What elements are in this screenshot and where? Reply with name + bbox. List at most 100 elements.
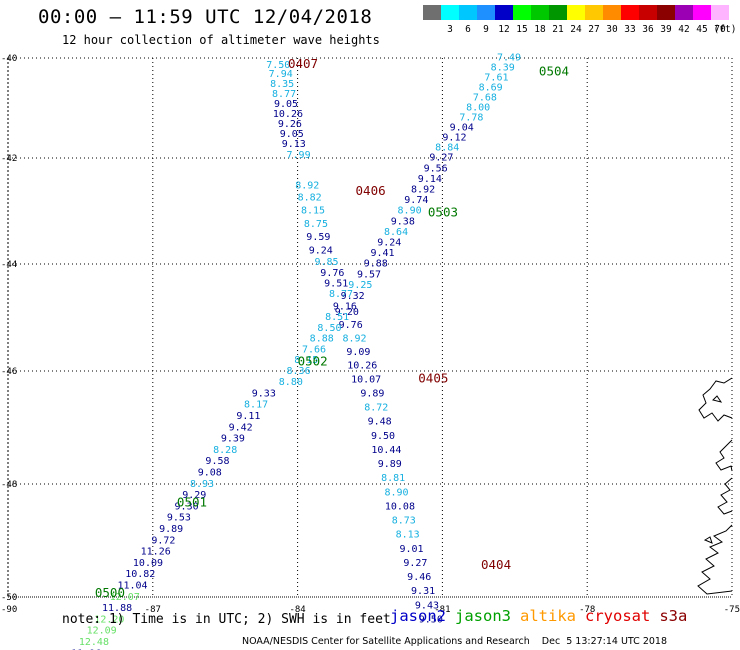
legend-label: 12	[498, 24, 510, 35]
wave-height-value: 9.51	[324, 278, 348, 289]
legend-label: 18	[534, 24, 546, 35]
lon-label: -81	[434, 605, 450, 615]
wave-height-value: 8.90	[384, 487, 408, 498]
wave-height-value: 7.68	[473, 93, 497, 104]
wave-height-value: 9.76	[339, 320, 363, 331]
wave-height-value: 8.75	[304, 219, 328, 230]
legend-swatch	[711, 5, 729, 20]
legend-swatch	[495, 5, 513, 20]
legend-swatch	[603, 5, 621, 20]
wave-height-value: 8.93	[190, 479, 214, 490]
lat-label: -46	[1, 367, 17, 377]
wave-height-value: 9.85	[315, 257, 339, 268]
track-time-label: 0501	[177, 495, 207, 510]
wave-height-value: 9.24	[377, 237, 401, 248]
color-legend: 3 6 9 12 15 18 21 24 27 30 33 36 39 42 45 70 (ft)	[423, 5, 736, 35]
wave-height-value: 8.28	[213, 445, 237, 456]
wave-height-value: 8.17	[244, 400, 268, 411]
wave-height-value: 9.89	[159, 524, 183, 535]
lon-label: -84	[289, 605, 305, 615]
legend-swatch	[585, 5, 603, 20]
wave-height-value: 7.66	[302, 344, 326, 355]
wave-height-value: 9.48	[368, 417, 392, 428]
lon-label: -90	[1, 605, 17, 615]
wave-height-value: 8.15	[294, 355, 318, 366]
wave-height-value: 8.73	[392, 516, 416, 527]
legend-swatch	[549, 5, 567, 20]
wave-height-value: 9.08	[198, 468, 222, 479]
wave-height-value: 8.13	[396, 530, 420, 541]
wave-height-value: 9.41	[371, 248, 395, 259]
wave-height-value: 9.05	[280, 129, 304, 140]
wave-height-value: 12.07	[110, 592, 140, 603]
legend-swatch	[441, 5, 459, 20]
legend-swatch	[693, 5, 711, 20]
map-frame	[7, 57, 733, 598]
wave-height-value: 9.50	[371, 431, 395, 442]
wave-height-value: 11.04	[117, 581, 147, 592]
track-time-label: 0406	[356, 183, 386, 198]
lat-label: -40	[1, 54, 17, 64]
legend-label: 30	[606, 24, 618, 35]
legend-label: 70	[714, 24, 726, 35]
wave-height-value: 8.77	[329, 289, 353, 300]
legend-swatch	[657, 5, 675, 20]
wave-height-value: 9.39	[221, 434, 245, 445]
legend-swatch	[639, 5, 657, 20]
coastline-segment	[703, 536, 713, 544]
wave-height-value: 8.88	[310, 334, 334, 345]
wave-height-value: 9.89	[360, 388, 384, 399]
wave-height-value: 9.20	[335, 307, 359, 318]
wave-height-value: 9.58	[205, 456, 229, 467]
coastline-segment	[697, 524, 733, 595]
legend-label: 42	[678, 24, 690, 35]
coastline-segment	[717, 477, 733, 515]
legend-swatch	[459, 5, 477, 20]
wave-height-value: 8.00	[466, 103, 490, 114]
wave-height-value: 9.29	[182, 490, 206, 501]
lat-label: -48	[1, 480, 17, 490]
legend-swatch	[531, 5, 549, 20]
wave-height-value: 9.11	[236, 411, 260, 422]
wave-height-value: 9.09	[346, 347, 370, 358]
wave-height-value: 7.99	[287, 150, 311, 161]
wave-height-value: 10.82	[125, 569, 155, 580]
legend-swatch	[423, 5, 441, 20]
longitude-labels: -90 -87 -84 -81 -78 -75	[1, 605, 740, 615]
wave-height-value: 9.53	[167, 513, 191, 524]
wave-height-value: 9.31	[411, 586, 435, 597]
wave-height-value: 8.82	[298, 192, 322, 203]
legend-swatch	[567, 5, 585, 20]
wave-height-value: 9.30	[175, 501, 199, 512]
legend-label: 45	[696, 24, 708, 35]
coastline	[697, 377, 733, 595]
wave-height-points: 7.507.948.358.779.0510.269.269.059.137.9…	[71, 53, 521, 650]
wave-height-value: 8.84	[435, 143, 459, 154]
wave-height-value: 9.04	[450, 123, 474, 134]
wave-height-value: 9.76	[320, 268, 344, 279]
track-time-label: 0407	[288, 56, 318, 71]
wave-height-value: 9.46	[407, 572, 431, 583]
legend-label: 3	[447, 24, 453, 35]
wave-height-value: 8.81	[381, 473, 405, 484]
wave-height-value: 8.69	[479, 83, 503, 94]
wave-height-value: 9.50	[419, 614, 443, 625]
wave-height-value: 10.09	[133, 558, 163, 569]
wave-height-value: 8.50	[317, 323, 341, 334]
legend-label: 21	[552, 24, 564, 35]
wave-height-value: 12.20	[94, 614, 124, 625]
wave-height-value: 11.96	[71, 648, 101, 650]
legend-swatch	[621, 5, 639, 20]
wave-height-value: 11.26	[141, 547, 171, 558]
satellite-legend: jason2 jason3 altika cryosat s3a	[390, 607, 696, 625]
wave-height-value: 9.01	[399, 544, 423, 555]
wave-height-value: 10.44	[371, 445, 401, 456]
wave-height-value: 9.38	[391, 216, 415, 227]
footer-credit: NOAA/NESDIS Center for Satellite Applica…	[242, 636, 667, 647]
wave-height-value: 8.92	[295, 181, 319, 192]
wave-height-value: 9.26	[278, 119, 302, 130]
wave-height-value: 9.16	[333, 301, 357, 312]
satellite-s3a: s3a	[659, 607, 688, 625]
wave-height-value: 8.90	[398, 206, 422, 217]
